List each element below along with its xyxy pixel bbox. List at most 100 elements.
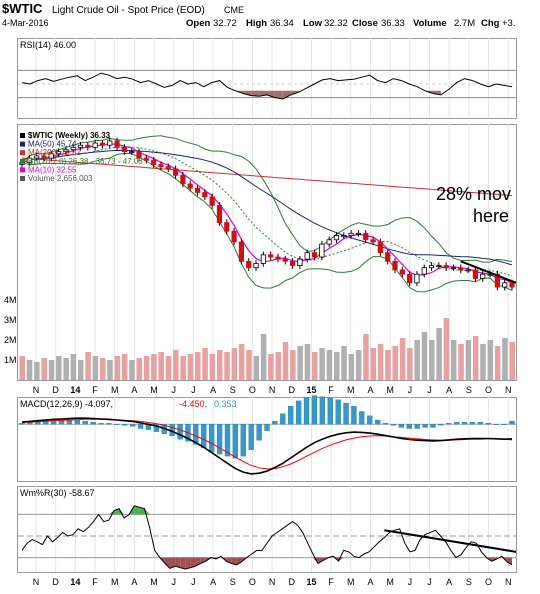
macd-histogram-bar [351, 406, 357, 425]
open-value: 32.72 [213, 18, 237, 29]
volume-axis: 4M 3M 2M 1M [4, 295, 17, 365]
macd-histogram-bar [367, 415, 373, 425]
x-tick-label: F [328, 577, 334, 587]
candle-body [121, 146, 127, 153]
legend-swatch [20, 150, 25, 156]
candle-body [472, 269, 479, 279]
candle-body [436, 265, 442, 268]
x-tick-label: S [466, 385, 472, 395]
macd-histogram-bar [477, 421, 484, 425]
legend-label: Volume 2,656,003 [28, 174, 93, 183]
volume-bar [465, 340, 472, 380]
macd-histogram-bar [509, 420, 515, 425]
volume-bar [399, 338, 406, 380]
volume-bar [348, 354, 355, 380]
x-tick-label: M [386, 385, 394, 395]
x-tick-label: J [191, 577, 196, 587]
trend-line [460, 260, 517, 284]
x-tick-label: F [92, 385, 98, 395]
candle-body [509, 282, 515, 288]
x-tick-label: A [367, 385, 373, 395]
candle-body [209, 196, 215, 206]
x-tick-label: J [427, 385, 432, 395]
volume-bar [151, 354, 157, 380]
candle-body [311, 252, 318, 258]
macd-histogram-bar [280, 413, 286, 425]
close-label: Close [352, 18, 378, 29]
macd-histogram-bar [422, 424, 428, 428]
x-axis-bottom: N D 14 F M A M J J A S O N D 15 F M A M J J A S O N [33, 577, 512, 587]
macd-histogram-bar [438, 424, 444, 426]
volume-bar [297, 346, 303, 380]
candle-body [194, 187, 201, 193]
instrument-name: Light Crude Oil - Spot Price (EOD) [52, 5, 205, 16]
candle-body [180, 174, 186, 185]
candle-body [326, 239, 332, 245]
macd-histogram-bar [303, 397, 310, 425]
macd-histogram-bar [122, 424, 128, 426]
wr-overbought-fill [113, 508, 119, 515]
macd-histogram-bar [153, 424, 160, 432]
candle-body [370, 239, 376, 243]
x-tick-label: M [150, 385, 158, 395]
candle-body [158, 164, 164, 168]
macd-histogram-bar [343, 402, 349, 425]
x-tick-label: N [269, 385, 276, 395]
ma50-line [21, 149, 513, 266]
legend-label: MA(200) 79.32 [28, 148, 81, 157]
x-tick-label: M [347, 385, 355, 395]
quote-strip: Open 32.72 High 36.34 Low 32.32 Close 36… [186, 18, 515, 29]
x-tick-label: F [328, 385, 334, 395]
rsi-fill [251, 90, 260, 97]
volume-bar [34, 362, 40, 380]
annotation-line-2: here [473, 206, 509, 226]
candle-body [333, 235, 340, 241]
volume-bar [407, 348, 413, 380]
volume-value: 2.7M [454, 18, 475, 29]
candle-body [443, 265, 449, 269]
volume-bar [187, 354, 194, 380]
macd-panel [18, 395, 516, 475]
macd-histogram-bar [74, 419, 80, 425]
candle-body [143, 157, 149, 161]
candle-body [151, 159, 157, 165]
candle-body [385, 252, 391, 262]
x-tick-label: 14 [70, 385, 80, 395]
candle-body [363, 232, 369, 241]
macd-signal-value: -4.450, [179, 399, 207, 409]
wr-trend-line [384, 529, 517, 553]
candle-body [414, 273, 420, 284]
macd-line [21, 417, 513, 475]
volume-bar [443, 318, 450, 380]
x-tick-label: M [150, 577, 158, 587]
macd-histogram-bar [414, 424, 420, 429]
volume-bar [319, 348, 325, 380]
candle-body [480, 273, 486, 279]
high-label: High [246, 18, 267, 29]
volume-bar [238, 344, 245, 380]
wr-oversold-fill [164, 557, 171, 569]
rsi-panel-frame [17, 38, 517, 119]
macd-histogram-bar [193, 424, 199, 445]
legend-swatch [20, 141, 25, 147]
candle-body [99, 142, 106, 146]
volume-bar [129, 360, 135, 380]
volume-bar [385, 350, 391, 380]
volume-bar [355, 350, 362, 380]
wr-oversold-fill [185, 557, 191, 570]
x-tick-label: A [446, 385, 452, 395]
volume-bar [304, 344, 311, 380]
candle-body [187, 183, 193, 189]
volume-bar [377, 344, 384, 380]
williams-panel [18, 505, 517, 570]
x-tick-label: N [269, 577, 276, 587]
candle-body [494, 273, 500, 288]
volume-bar [312, 352, 318, 380]
wr-oversold-fill [231, 557, 237, 565]
wr-oversold-fill [190, 557, 196, 568]
volume-bar [70, 354, 77, 380]
macd-histogram-value: 0.353 [214, 399, 237, 409]
macd-histogram-bar [240, 424, 246, 457]
candle-body [63, 149, 69, 153]
ma200-line [21, 157, 513, 197]
